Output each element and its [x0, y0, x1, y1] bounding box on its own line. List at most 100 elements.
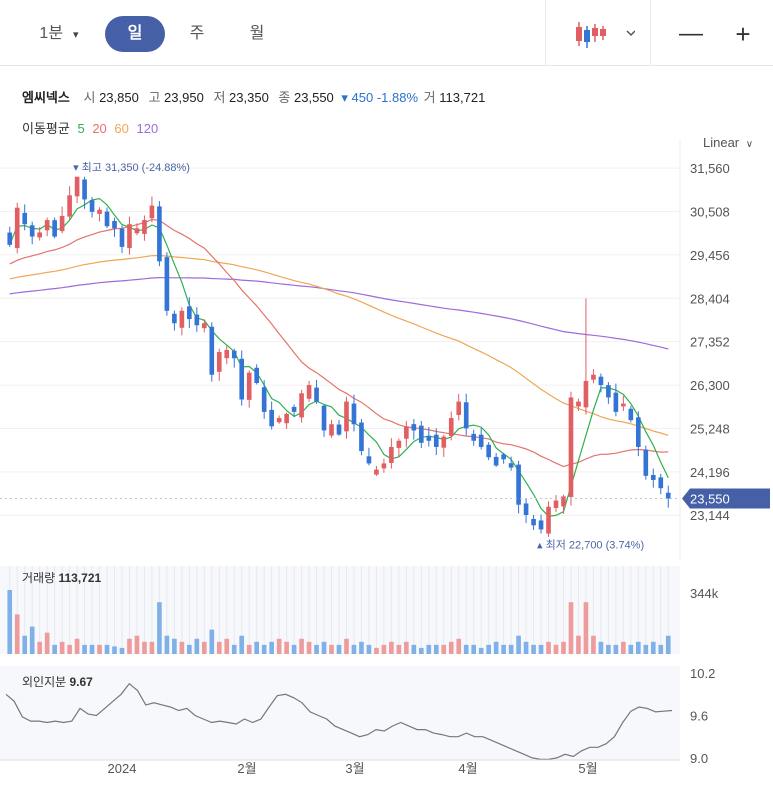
ma5-line [9, 197, 669, 517]
candle-body [134, 228, 140, 234]
volume-bar [643, 644, 649, 654]
volume-bar [546, 641, 551, 654]
candle-body [29, 225, 35, 237]
volume-background [0, 566, 680, 654]
volume-bar [456, 638, 462, 654]
volume-tick-label: 344k [690, 586, 719, 601]
ma-legend-60[interactable]: 60 [114, 121, 129, 136]
volume-bar [366, 644, 372, 654]
volume-bar [591, 635, 596, 654]
price-change: ▾ 450 -1.88% [341, 90, 419, 105]
zoom-in-button[interactable]: + [735, 19, 751, 49]
tab-month[interactable]: 월 [249, 25, 265, 42]
candle-body [37, 232, 42, 238]
candle-body [119, 228, 125, 247]
volume-bar [598, 641, 604, 654]
candle-body [14, 207, 20, 248]
volume-bar [359, 641, 364, 654]
candle-body [389, 446, 394, 463]
volume-bar [216, 641, 222, 654]
candle-body [149, 205, 155, 219]
price-tick-label: 28,404 [690, 291, 730, 306]
volume-bar [134, 635, 140, 654]
candle-body [179, 310, 185, 328]
candle-body [374, 469, 379, 475]
volume-bar [52, 644, 57, 654]
ma-legend-20[interactable]: 20 [92, 121, 107, 136]
price-tick-label: 24,196 [690, 465, 730, 480]
low-label: 저 [213, 90, 226, 105]
candle-body [52, 220, 57, 237]
high-label: 고 [148, 90, 161, 105]
volume-bar [448, 641, 454, 654]
scale-selector[interactable]: Linear ∨ [703, 135, 753, 150]
candle-body [643, 449, 649, 476]
candle-body [478, 434, 484, 447]
volume-bar [344, 638, 349, 654]
volume-bar [74, 638, 80, 654]
volume-bar [179, 641, 185, 654]
candle-body [299, 393, 304, 418]
candle-body [127, 224, 132, 249]
ma-legend-120[interactable]: 120 [136, 121, 159, 136]
candle-body [172, 313, 177, 324]
volume-bar [336, 644, 342, 654]
tab-day[interactable]: 일 [105, 16, 165, 52]
candle-body [59, 215, 65, 232]
volume-bar [389, 641, 394, 654]
ma-legend-label: 이동평균 [22, 121, 70, 136]
candle-body [157, 206, 162, 262]
tab-week[interactable]: 주 [189, 25, 205, 42]
candle-body [613, 392, 619, 412]
chart-type-selector[interactable] [555, 16, 645, 52]
ma120-line [9, 276, 669, 350]
volume-bar [621, 641, 626, 654]
volume-bar [314, 644, 319, 654]
price-tick-label: 29,456 [690, 248, 730, 263]
foreign-background [0, 666, 680, 760]
ma-legend-5[interactable]: 5 [77, 121, 85, 136]
volume-bar [59, 641, 65, 654]
price-tick-label: 31,560 [690, 161, 730, 176]
volume-value: 113,721 [58, 571, 101, 585]
candle-body [538, 520, 544, 530]
min-price-annotation: ▴ 최저 22,700 (3.74%) [537, 539, 644, 552]
candle-body [344, 401, 349, 432]
volume-bar [82, 644, 87, 654]
max-price-annotation: ▾ 최고 31,350 (-24.88%) [73, 161, 190, 174]
candle-body [650, 474, 656, 480]
candle-body [254, 367, 260, 383]
candle-body [621, 403, 626, 407]
low-value: 23,350 [229, 90, 269, 105]
current-price-label: 23,550 [690, 492, 730, 507]
candle-body [493, 456, 499, 466]
volume-bar [89, 644, 95, 654]
volume-bar [381, 644, 387, 654]
open-value: 23,850 [99, 90, 139, 105]
candle-body [561, 496, 566, 507]
volume-bar [463, 644, 469, 654]
date-tick-label: 4월 [458, 761, 477, 776]
volume-bar [658, 644, 664, 654]
candle-body [546, 506, 551, 534]
period-selector[interactable]: 1분 ▾ [22, 16, 96, 52]
candle-body [284, 413, 289, 424]
volume-bar [433, 644, 439, 654]
volume-bar [142, 641, 147, 654]
candle-body [306, 385, 312, 399]
volume-bar [650, 641, 656, 654]
zoom-out-button[interactable]: — [679, 20, 703, 47]
candle-body [201, 323, 207, 329]
volume-bar [269, 641, 274, 654]
candle-body [7, 232, 13, 245]
candle-body [501, 454, 506, 460]
volume-bar [201, 641, 207, 654]
chart-toolbar: 1분 ▾ 일 주 월 — + [0, 0, 773, 66]
candle-body [321, 405, 327, 431]
candle-body [583, 380, 589, 408]
candle-body [164, 257, 170, 311]
candle-body [396, 440, 402, 448]
foreign-tick-label: 9.0 [690, 751, 708, 766]
volume-bar [157, 602, 162, 654]
